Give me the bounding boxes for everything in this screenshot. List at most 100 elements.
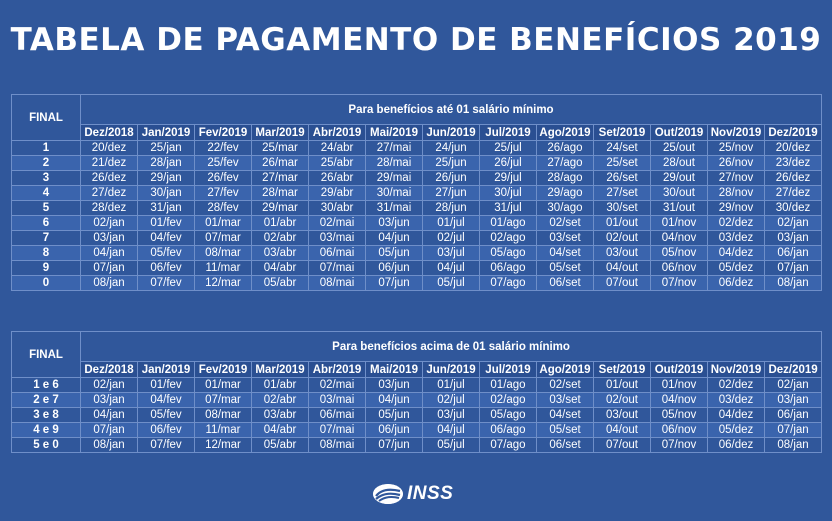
payment-date-cell: 02/jan [80, 215, 138, 231]
final-digit-cell: 1 e 6 [11, 377, 81, 393]
payment-date-cell: 08/jan [764, 275, 822, 291]
month-header: Fev/2019 [194, 361, 252, 378]
payment-date-cell: 02/jan [763, 377, 823, 393]
payment-date-cell: 30/abr [308, 200, 366, 216]
payment-date-cell: 07/fev [137, 437, 195, 453]
payment-date-cell: 04/jan [80, 407, 138, 423]
payment-date-cell: 07/jan [764, 260, 822, 276]
payment-date-cell: 07/ago [479, 275, 537, 291]
payment-date-cell: 06/nov [650, 260, 708, 276]
payment-date-cell: 04/fev [137, 392, 195, 408]
payment-date-cell: 05/ago [479, 245, 537, 261]
payment-date-cell: 28/nov [707, 185, 765, 201]
payment-date-cell: 21/dez [80, 155, 138, 171]
final-digit-cell: 4 [11, 185, 81, 201]
table-row: 4 e 9 07/jan 06/fev 11/mar 04/abr 07/mai 06/ju… [11, 422, 823, 438]
payment-date-cell: 23/dez [764, 155, 822, 171]
payment-date-cell: 30/ago [536, 200, 594, 216]
payment-date-cell: 25/abr [308, 155, 366, 171]
month-header: Set/2019 [593, 124, 651, 141]
payment-date-cell: 01/fev [137, 215, 195, 231]
payment-date-cell: 28/dez [80, 200, 138, 216]
payment-date-cell: 26/fev [194, 170, 252, 186]
payment-date-cell: 12/mar [194, 437, 252, 453]
month-header: Dez/2019 [764, 124, 822, 141]
payment-date-cell: 31/jul [479, 200, 537, 216]
payment-date-cell: 04/jun [365, 392, 423, 408]
payment-date-cell: 08/mai [308, 437, 366, 453]
payment-date-cell: 31/mai [365, 200, 423, 216]
payment-date-cell: 04/jun [365, 230, 423, 246]
table-row: 3 26/dez 29/jan 26/fev 27/mar 26/abr 29/mai 26/… [11, 170, 822, 186]
table-row: 6 02/jan 01/fev 01/mar 01/abr 02/mai 03/jun 01/… [11, 215, 822, 231]
payment-date-cell: 06/jan [763, 407, 823, 423]
table-caption: Para benefícios acima de 01 salário míni… [79, 331, 823, 362]
payment-date-cell: 02/mai [308, 215, 366, 231]
payment-date-cell: 01/mar [194, 377, 252, 393]
payment-date-cell: 01/jul [422, 377, 480, 393]
month-header: Jul/2019 [479, 361, 537, 378]
final-column-header: FINAL [11, 94, 81, 141]
payment-date-cell: 02/abr [251, 230, 309, 246]
payment-date-cell: 29/jul [479, 170, 537, 186]
payment-date-cell: 06/jun [365, 260, 423, 276]
month-header: Nov/2019 [707, 124, 765, 141]
month-header: Jul/2019 [479, 124, 537, 141]
payment-date-cell: 02/out [593, 230, 651, 246]
payment-date-cell: 02/jul [422, 230, 480, 246]
final-digit-cell: 3 e 8 [11, 407, 81, 423]
final-digit-cell: 5 e 0 [11, 437, 81, 453]
payment-date-cell: 06/fev [137, 422, 195, 438]
payment-date-cell: 29/mar [251, 200, 309, 216]
month-header: Jan/2019 [137, 124, 195, 141]
payment-date-cell: 02/out [593, 392, 651, 408]
payment-date-cell: 07/jun [365, 275, 423, 291]
month-header: Abr/2019 [308, 124, 366, 141]
payment-date-cell: 07/fev [137, 275, 195, 291]
payment-date-cell: 29/out [650, 170, 708, 186]
payment-date-cell: 08/mar [194, 245, 252, 261]
payment-date-cell: 03/out [593, 245, 651, 261]
payment-date-cell: 02/dez [707, 215, 765, 231]
payment-date-cell: 05/nov [650, 245, 708, 261]
payment-date-cell: 07/out [593, 275, 651, 291]
payment-date-cell: 27/fev [194, 185, 252, 201]
payment-date-cell: 27/mai [365, 140, 423, 156]
month-header: Set/2019 [593, 361, 651, 378]
final-digit-cell: 0 [11, 275, 81, 291]
payment-date-cell: 07/jan [80, 260, 138, 276]
payment-date-cell: 25/nov [707, 140, 765, 156]
payment-date-cell: 25/mar [251, 140, 309, 156]
final-digit-cell: 6 [11, 215, 81, 231]
table-caption: Para benefícios até 01 salário mínimo [80, 94, 822, 125]
payment-date-cell: 08/mai [308, 275, 366, 291]
inss-logo-icon [373, 484, 403, 504]
payment-date-cell: 26/mar [251, 155, 309, 171]
payment-date-cell: 27/ago [536, 155, 594, 171]
payment-date-cell: 08/mar [194, 407, 252, 423]
payment-date-cell: 04/fev [137, 230, 195, 246]
payment-date-cell: 01/nov [650, 215, 708, 231]
payment-date-cell: 01/nov [650, 377, 708, 393]
payment-date-cell: 24/abr [308, 140, 366, 156]
payment-date-cell: 06/dez [707, 437, 765, 453]
final-digit-cell: 4 e 9 [11, 422, 81, 438]
payment-date-cell: 29/jan [137, 170, 195, 186]
payment-date-cell: 02/jul [422, 392, 480, 408]
table-row: 3 e 8 04/jan 05/fev 08/mar 03/abr 06/mai 05/ju… [11, 407, 823, 423]
payment-date-cell: 26/dez [80, 170, 138, 186]
month-header: Out/2019 [650, 124, 708, 141]
final-digit-cell: 8 [11, 245, 81, 261]
month-header: Mai/2019 [365, 124, 423, 141]
payment-date-cell: 06/mai [308, 407, 366, 423]
final-digit-cell: 2 [11, 155, 81, 171]
payment-date-cell: 05/jul [422, 437, 480, 453]
payment-date-cell: 04/out [593, 260, 651, 276]
table-row: 2 21/dez 28/jan 25/fev 26/mar 25/abr 28/mai 25/… [11, 155, 822, 171]
payment-date-cell: 07/jun [365, 437, 423, 453]
payment-date-cell: 12/mar [194, 275, 252, 291]
month-header: Ago/2019 [536, 361, 594, 378]
table-row: 9 07/jan 06/fev 11/mar 04/abr 07/mai 06/jun 04/… [11, 260, 822, 276]
month-header: Mai/2019 [365, 361, 423, 378]
payment-date-cell: 26/set [593, 170, 651, 186]
